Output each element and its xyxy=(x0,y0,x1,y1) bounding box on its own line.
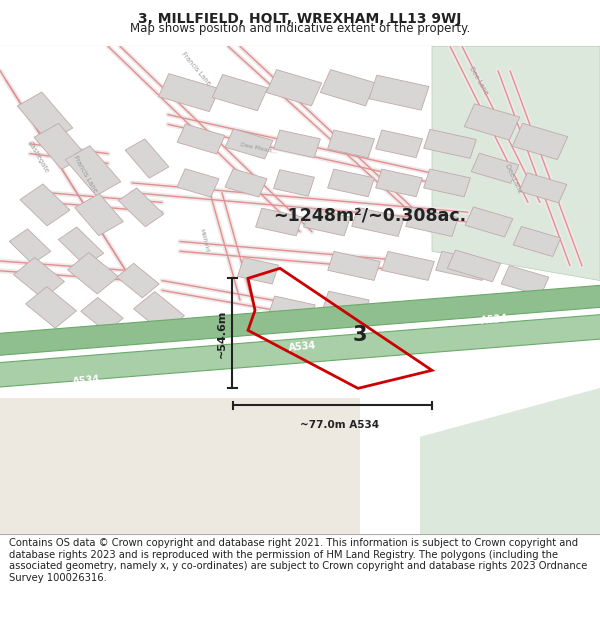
Polygon shape xyxy=(20,184,70,226)
Polygon shape xyxy=(177,169,219,197)
Polygon shape xyxy=(26,287,76,328)
Text: Contains OS data © Crown copyright and database right 2021. This information is : Contains OS data © Crown copyright and d… xyxy=(9,538,587,582)
Polygon shape xyxy=(274,130,320,158)
Polygon shape xyxy=(68,253,118,294)
Polygon shape xyxy=(81,298,123,332)
Polygon shape xyxy=(376,169,422,197)
Text: Dee Lane: Dee Lane xyxy=(504,162,523,194)
Polygon shape xyxy=(321,291,369,324)
Polygon shape xyxy=(369,75,429,110)
Polygon shape xyxy=(382,251,434,281)
Polygon shape xyxy=(225,169,267,197)
Polygon shape xyxy=(328,251,380,281)
Text: Dee Lane: Dee Lane xyxy=(468,66,489,96)
Text: A534: A534 xyxy=(480,313,509,326)
Polygon shape xyxy=(225,129,273,159)
Polygon shape xyxy=(513,226,561,256)
Polygon shape xyxy=(0,283,600,356)
Polygon shape xyxy=(238,258,278,284)
Text: 3: 3 xyxy=(353,326,367,346)
Polygon shape xyxy=(465,207,513,237)
Text: A534: A534 xyxy=(288,340,317,352)
Polygon shape xyxy=(34,123,86,169)
Text: ~54.6m: ~54.6m xyxy=(217,309,227,358)
Polygon shape xyxy=(424,129,476,158)
Polygon shape xyxy=(17,92,73,142)
Polygon shape xyxy=(406,208,458,236)
Polygon shape xyxy=(256,208,302,236)
Text: Francis Lane: Francis Lane xyxy=(72,154,98,194)
Text: Millfield: Millfield xyxy=(198,228,209,253)
Polygon shape xyxy=(512,123,568,159)
Polygon shape xyxy=(134,292,184,333)
Text: Castlegate: Castlegate xyxy=(27,140,50,174)
Polygon shape xyxy=(320,69,376,106)
Polygon shape xyxy=(267,296,315,329)
Polygon shape xyxy=(448,250,500,282)
Polygon shape xyxy=(74,194,124,236)
Text: A534: A534 xyxy=(72,374,101,387)
Polygon shape xyxy=(117,263,159,298)
Polygon shape xyxy=(464,104,520,140)
Polygon shape xyxy=(118,188,164,227)
Polygon shape xyxy=(212,74,268,111)
Text: 3, MILLFIELD, HOLT, WREXHAM, LL13 9WJ: 3, MILLFIELD, HOLT, WREXHAM, LL13 9WJ xyxy=(139,11,461,26)
Polygon shape xyxy=(0,312,600,388)
Polygon shape xyxy=(266,69,322,106)
Text: Dee Mead...: Dee Mead... xyxy=(240,142,278,154)
Polygon shape xyxy=(420,388,600,534)
Polygon shape xyxy=(471,153,519,183)
Polygon shape xyxy=(158,74,220,112)
Polygon shape xyxy=(9,229,51,264)
Polygon shape xyxy=(274,170,314,196)
Polygon shape xyxy=(65,146,121,196)
Polygon shape xyxy=(328,169,374,197)
Polygon shape xyxy=(352,208,404,236)
Text: ~1248m²/~0.308ac.: ~1248m²/~0.308ac. xyxy=(274,206,467,224)
Polygon shape xyxy=(58,227,104,266)
Text: Francis Lane: Francis Lane xyxy=(180,51,211,86)
Polygon shape xyxy=(501,266,549,296)
Polygon shape xyxy=(304,208,350,236)
Polygon shape xyxy=(424,169,470,197)
Polygon shape xyxy=(328,130,374,158)
Polygon shape xyxy=(519,173,567,203)
Polygon shape xyxy=(177,124,225,154)
Polygon shape xyxy=(436,251,488,281)
Polygon shape xyxy=(14,258,64,299)
Text: Map shows position and indicative extent of the property.: Map shows position and indicative extent… xyxy=(130,22,470,34)
Polygon shape xyxy=(376,130,422,158)
Polygon shape xyxy=(0,398,360,534)
Polygon shape xyxy=(432,46,600,281)
Polygon shape xyxy=(125,139,169,178)
Text: ~77.0m A534: ~77.0m A534 xyxy=(301,421,380,431)
